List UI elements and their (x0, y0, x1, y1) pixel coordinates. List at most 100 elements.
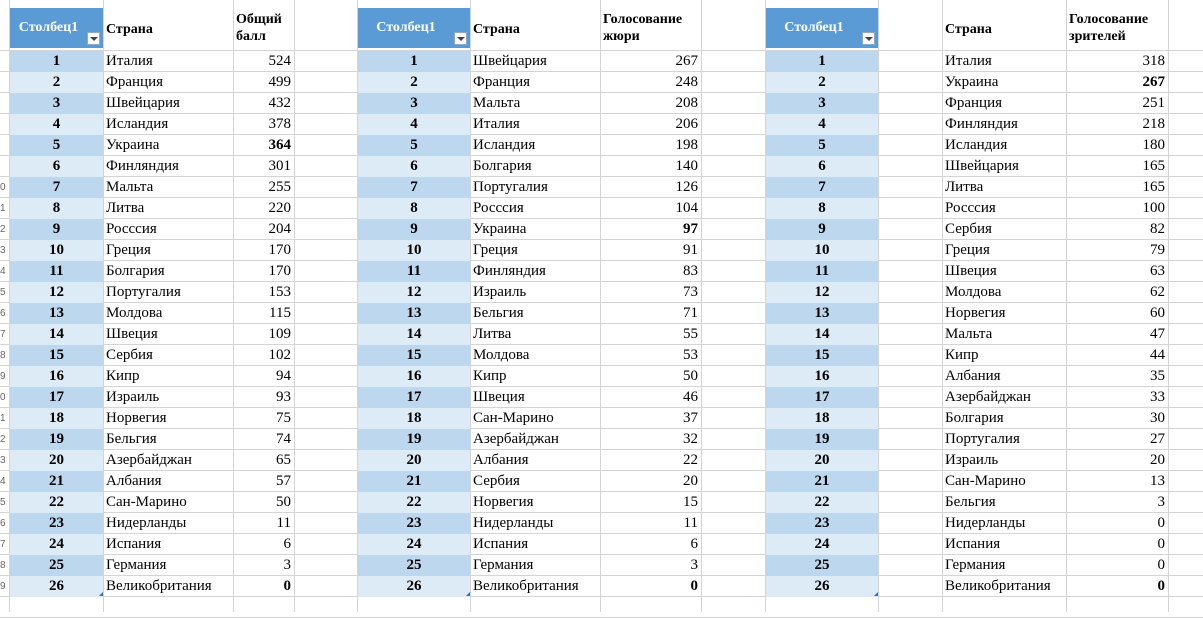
row-index-cell[interactable]: 12 (766, 282, 878, 303)
score-cell[interactable]: 6 (690, 536, 699, 552)
row-index-cell[interactable]: 15 (358, 345, 470, 366)
score-cell[interactable]: 0 (1157, 578, 1166, 594)
country-cell[interactable]: Украина (473, 221, 527, 237)
score-cell[interactable]: 50 (683, 368, 698, 384)
score-cell[interactable]: 47 (1150, 326, 1165, 342)
score-cell[interactable]: 3 (283, 557, 292, 573)
country-cell[interactable]: Азербайджан (473, 431, 559, 447)
country-cell[interactable]: Испания (945, 536, 1001, 552)
row-number[interactable]: 7 (0, 329, 6, 340)
column-header-value[interactable]: Общий балл (236, 12, 282, 44)
row-index-cell[interactable]: 18 (358, 408, 470, 429)
column-header-number[interactable]: Столбец1 (766, 8, 878, 48)
row-number[interactable]: 0 (0, 182, 6, 193)
score-cell[interactable]: 153 (268, 284, 292, 300)
row-index-cell[interactable]: 20 (358, 450, 470, 471)
row-index-cell[interactable]: 5 (358, 135, 470, 156)
country-cell[interactable]: Болгария (473, 158, 532, 174)
score-cell[interactable]: 198 (675, 137, 699, 153)
score-cell[interactable]: 91 (683, 242, 698, 258)
score-cell[interactable]: 3 (1157, 494, 1166, 510)
row-index-cell[interactable]: 14 (10, 324, 103, 345)
score-cell[interactable]: 364 (268, 137, 292, 153)
country-cell[interactable]: Бельгия (945, 494, 996, 510)
score-cell[interactable]: 6 (283, 536, 292, 552)
score-cell[interactable]: 79 (1150, 242, 1165, 258)
country-cell[interactable]: Сан-Марино (473, 410, 554, 426)
row-index-cell[interactable]: 8 (358, 198, 470, 219)
score-cell[interactable]: 432 (268, 95, 292, 111)
row-index-cell[interactable]: 3 (358, 93, 470, 114)
row-index-cell[interactable]: 24 (10, 534, 103, 555)
country-cell[interactable]: Кипр (106, 368, 140, 384)
score-cell[interactable]: 218 (1142, 116, 1166, 132)
country-cell[interactable]: Азербайджан (945, 389, 1031, 405)
score-cell[interactable]: 46 (683, 389, 698, 405)
country-cell[interactable]: Швейцария (106, 95, 180, 111)
row-index-cell[interactable]: 16 (358, 366, 470, 387)
country-cell[interactable]: Испания (106, 536, 162, 552)
row-number[interactable]: 5 (0, 287, 6, 298)
country-cell[interactable]: Сан-Марино (106, 494, 187, 510)
score-cell[interactable]: 267 (675, 53, 699, 69)
country-cell[interactable]: Молдова (473, 347, 530, 363)
score-cell[interactable]: 165 (1142, 158, 1166, 174)
score-cell[interactable]: 37 (683, 410, 698, 426)
row-index-cell[interactable]: 15 (766, 345, 878, 366)
score-cell[interactable]: 165 (1142, 179, 1166, 195)
column-header-country[interactable]: Страна (106, 22, 153, 37)
row-number[interactable]: 4 (0, 476, 6, 487)
country-cell[interactable]: Португалия (473, 179, 548, 195)
score-cell[interactable]: 140 (675, 158, 699, 174)
row-index-cell[interactable]: 9 (10, 219, 103, 240)
row-number[interactable]: 1 (0, 413, 6, 424)
row-number[interactable]: 2 (0, 224, 6, 235)
score-cell[interactable]: 20 (1150, 452, 1165, 468)
score-cell[interactable]: 44 (1150, 347, 1165, 363)
country-cell[interactable]: Исландия (945, 137, 1008, 153)
country-cell[interactable]: Кипр (473, 368, 507, 384)
row-index-cell[interactable]: 16 (10, 366, 103, 387)
score-cell[interactable]: 100 (1142, 200, 1166, 216)
row-index-cell[interactable]: 13 (358, 303, 470, 324)
score-cell[interactable]: 3 (690, 557, 699, 573)
country-cell[interactable]: Швеция (473, 389, 525, 405)
score-cell[interactable]: 35 (1150, 368, 1165, 384)
score-cell[interactable]: 71 (683, 305, 698, 321)
column-header-number[interactable]: Столбец1 (358, 8, 470, 48)
row-index-cell[interactable]: 24 (358, 534, 470, 555)
country-cell[interactable]: Германия (473, 557, 534, 573)
score-cell[interactable]: 62 (1150, 284, 1165, 300)
country-cell[interactable]: Сан-Марино (945, 473, 1026, 489)
score-cell[interactable]: 30 (1150, 410, 1165, 426)
row-index-cell[interactable]: 18 (10, 408, 103, 429)
score-cell[interactable]: 55 (683, 326, 698, 342)
country-cell[interactable]: Норвегия (473, 494, 534, 510)
score-cell[interactable]: 15 (683, 494, 698, 510)
country-cell[interactable]: Болгария (945, 410, 1004, 426)
score-cell[interactable]: 524 (268, 53, 292, 69)
row-index-cell[interactable]: 9 (766, 219, 878, 240)
country-cell[interactable]: Сербия (945, 221, 992, 237)
row-index-cell[interactable]: 1 (358, 51, 470, 72)
score-cell[interactable]: 206 (675, 116, 699, 132)
score-cell[interactable]: 126 (675, 179, 699, 195)
score-cell[interactable]: 0 (283, 578, 292, 594)
score-cell[interactable]: 318 (1142, 53, 1166, 69)
row-index-cell[interactable]: 15 (10, 345, 103, 366)
country-cell[interactable]: Мальта (473, 95, 521, 111)
row-index-cell[interactable]: 7 (358, 177, 470, 198)
filter-dropdown-icon[interactable] (454, 32, 467, 45)
row-number[interactable]: 1 (0, 203, 6, 214)
row-number[interactable]: 6 (0, 308, 6, 319)
row-index-cell[interactable]: 25 (10, 555, 103, 576)
row-index-cell[interactable]: 9 (358, 219, 470, 240)
country-cell[interactable]: Швейцария (945, 158, 1019, 174)
row-index-cell[interactable]: 4 (766, 114, 878, 135)
score-cell[interactable]: 170 (268, 263, 292, 279)
row-index-cell[interactable]: 22 (358, 492, 470, 513)
row-index-cell[interactable]: 11 (10, 261, 103, 282)
row-index-cell[interactable]: 13 (766, 303, 878, 324)
score-cell[interactable]: 53 (683, 347, 698, 363)
country-cell[interactable]: Германия (945, 557, 1006, 573)
